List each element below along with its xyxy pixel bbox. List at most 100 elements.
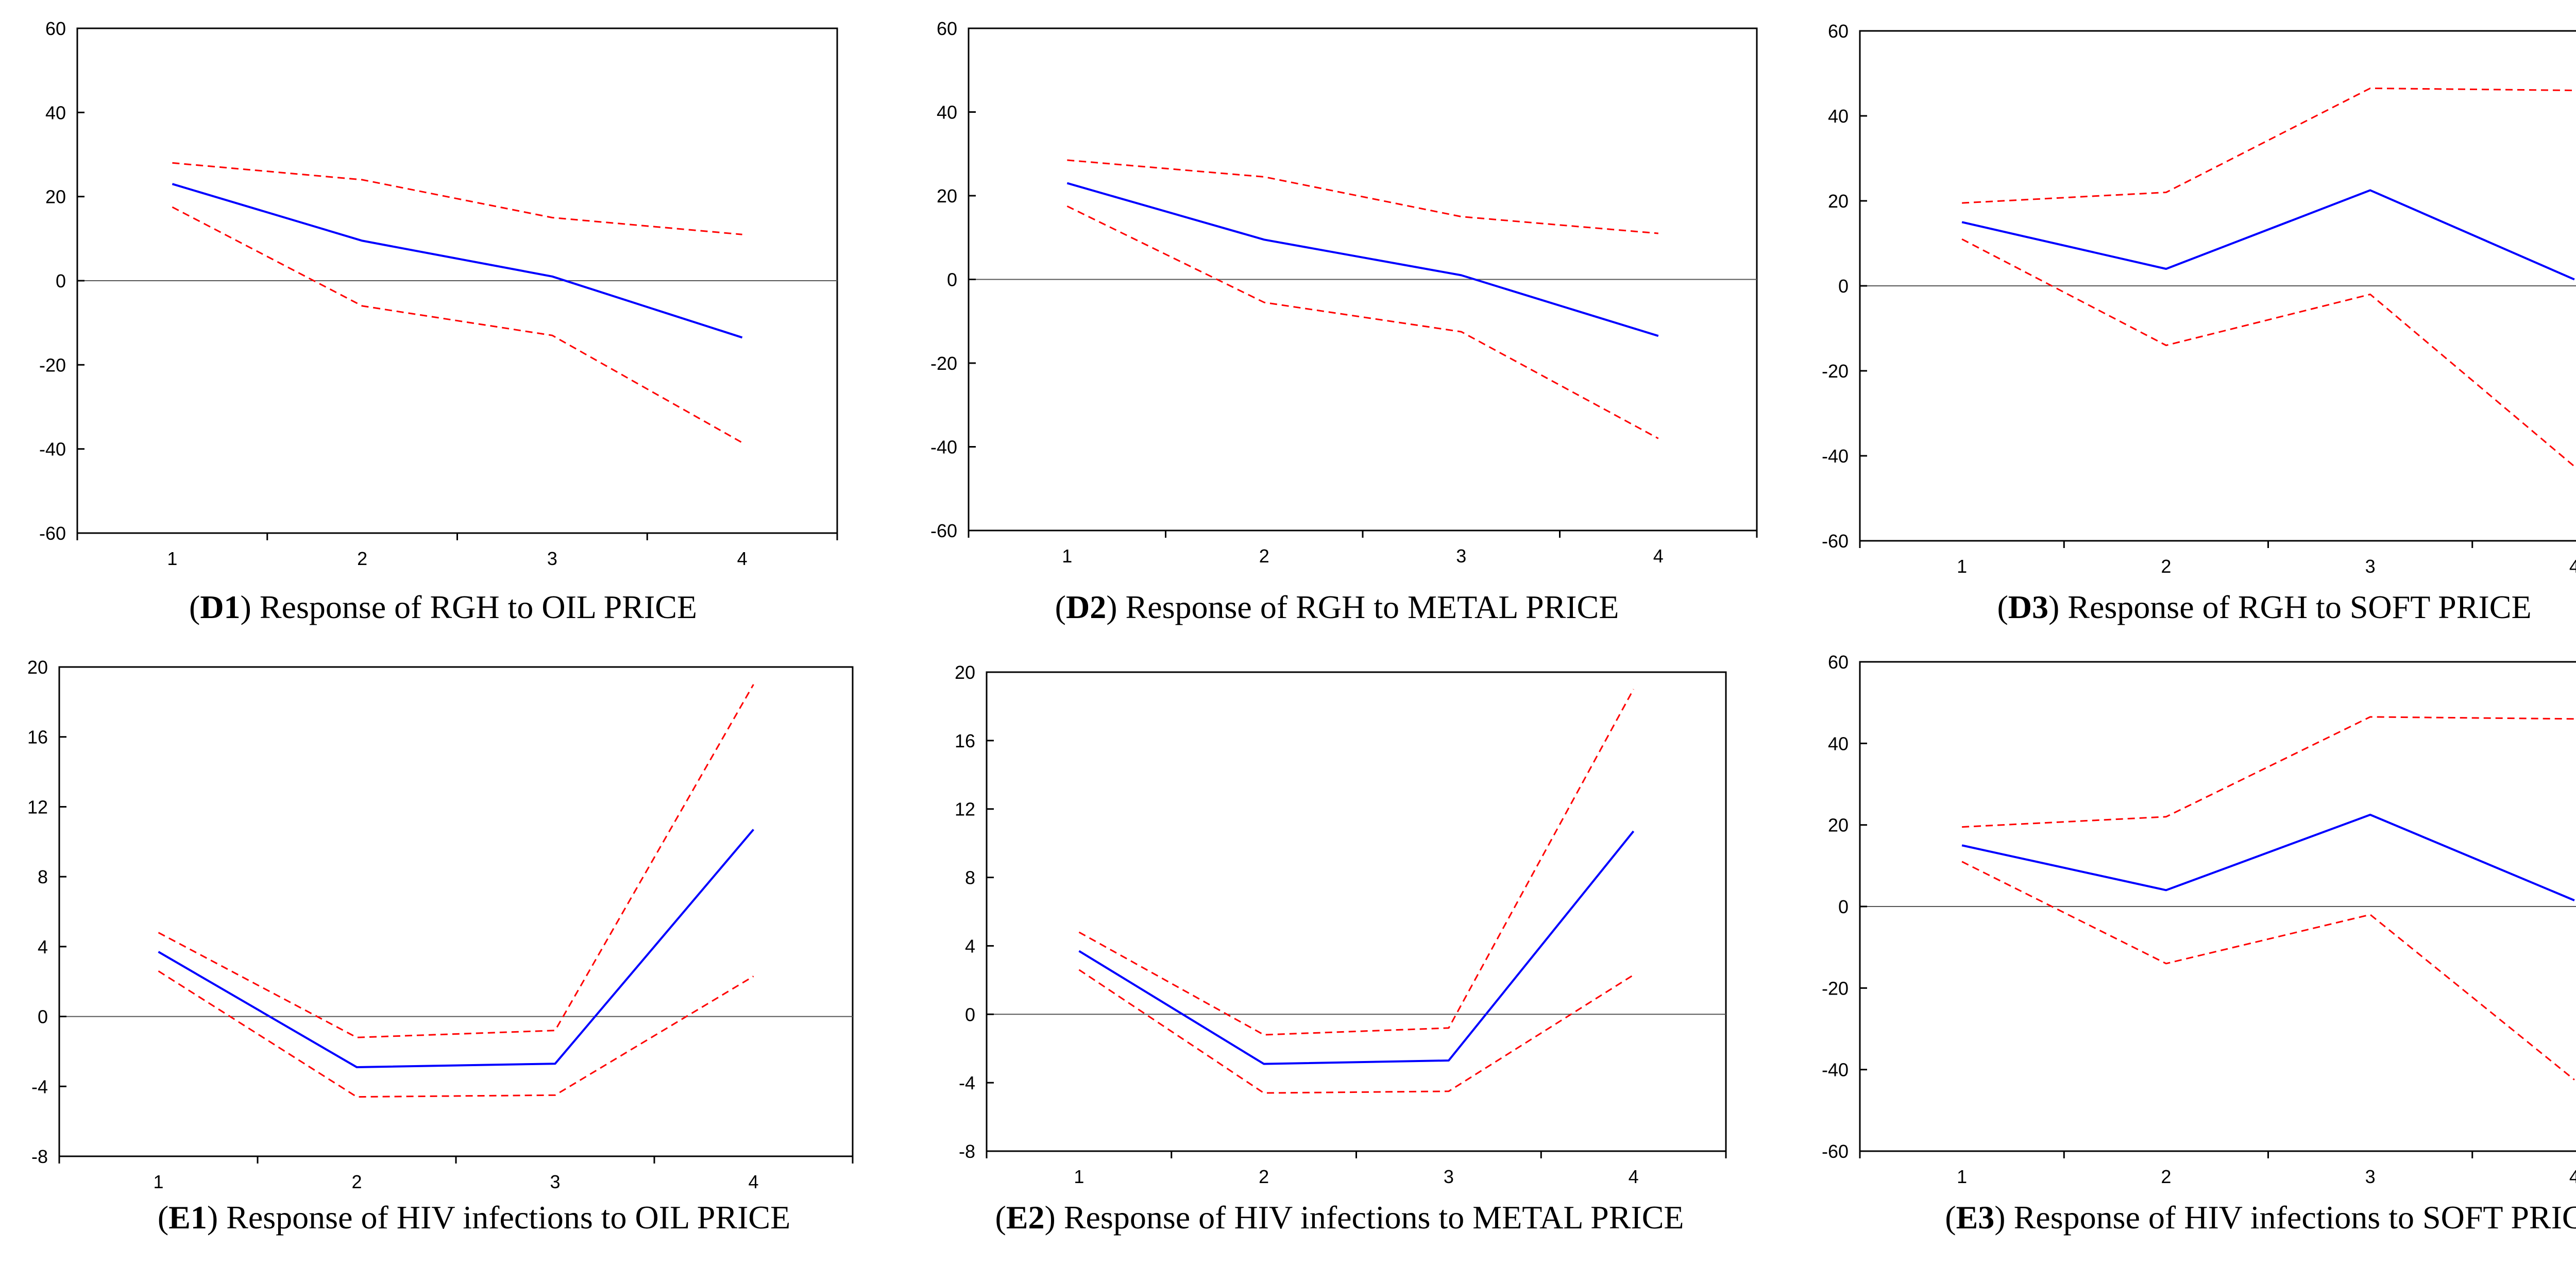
y-tick-label: 40 bbox=[937, 102, 957, 123]
lower-band-line bbox=[172, 206, 743, 443]
y-tick-label: -60 bbox=[930, 520, 957, 541]
response-line bbox=[1078, 830, 1635, 1065]
x-tick-label: 4 bbox=[2569, 556, 2576, 577]
upper-band-line bbox=[158, 684, 754, 1038]
y-tick-label: -4 bbox=[959, 1072, 975, 1093]
y-tick-label: 20 bbox=[27, 657, 48, 678]
y-tick-label: -20 bbox=[930, 353, 957, 374]
x-tick-label: 1 bbox=[1957, 556, 1967, 577]
panel-D3: -60 -40 -20 0 20 40 60 1 2 3 4 (D3) Response of RG… bbox=[1822, 21, 2576, 625]
x-tick-label: 2 bbox=[2161, 1166, 2171, 1187]
y-tick-label: 40 bbox=[45, 102, 66, 123]
caption-label: D2 bbox=[1066, 589, 1106, 625]
response-line bbox=[1066, 182, 1659, 337]
y-tick-label: 12 bbox=[27, 796, 48, 817]
y-tick-label: 20 bbox=[937, 185, 957, 207]
panel-D1: -60 -40 -20 0 20 40 60 1 2 3 4 (D1) Response of RG… bbox=[39, 18, 838, 625]
caption-title: Response of RGH to OIL PRICE bbox=[260, 589, 697, 625]
y-tick-label: 4 bbox=[965, 935, 975, 956]
y-tick-label: 20 bbox=[1828, 191, 1849, 212]
caption-title: Response of HIV infections to SOFT PRICE bbox=[2014, 1199, 2576, 1236]
x-tick-label: 3 bbox=[2365, 1166, 2376, 1187]
x-tick-label: 2 bbox=[357, 548, 367, 569]
response-line bbox=[1961, 813, 2575, 901]
x-tick-label: 4 bbox=[737, 548, 748, 569]
x-tick-label: 4 bbox=[2569, 1166, 2576, 1187]
y-tick-label: 16 bbox=[955, 730, 975, 751]
lower-band-line bbox=[1066, 205, 1659, 439]
x-tick-label: 4 bbox=[1653, 545, 1664, 567]
caption-label: D1 bbox=[200, 589, 240, 625]
upper-band-line bbox=[1962, 87, 2574, 204]
upper-band-line bbox=[1962, 716, 2574, 828]
x-tick-label: 2 bbox=[351, 1171, 362, 1192]
x-tick-label: 1 bbox=[1062, 545, 1072, 567]
caption-label: D3 bbox=[2008, 589, 2048, 625]
upper-band-line bbox=[1067, 159, 1658, 234]
x-tick-label: 1 bbox=[1074, 1166, 1084, 1187]
x-tick-label: 4 bbox=[1629, 1166, 1639, 1187]
y-tick-label: -40 bbox=[39, 439, 66, 460]
y-tick-label: -4 bbox=[31, 1076, 48, 1097]
y-tick-label: -40 bbox=[1822, 1059, 1849, 1081]
y-tick-label: 40 bbox=[1828, 733, 1849, 754]
y-tick-label: -60 bbox=[39, 523, 66, 544]
y-tick-label: -20 bbox=[39, 354, 66, 375]
y-tick-label: -8 bbox=[31, 1146, 48, 1167]
panel-D2: -60 -40 -20 0 20 40 60 1 2 3 4 (D2) Response of RG… bbox=[930, 18, 1758, 625]
panel-caption: (E2) Response of HIV infections to METAL… bbox=[995, 1199, 1684, 1236]
x-tick-label: 3 bbox=[2365, 556, 2376, 577]
panel-E3: -60 -40 -20 0 20 40 60 1 2 3 4 (E3) Response of HI… bbox=[1822, 652, 2576, 1236]
caption-label: E3 bbox=[1956, 1199, 1995, 1236]
y-tick-label: 8 bbox=[965, 867, 975, 888]
y-tick-label: 60 bbox=[1828, 21, 1849, 42]
x-tick-label: 2 bbox=[1259, 1166, 1269, 1187]
panel-caption: (E3) Response of HIV infections to SOFT … bbox=[1945, 1199, 2576, 1236]
x-tick-label: 2 bbox=[1259, 545, 1269, 567]
caption-title: Response of RGH to SOFT PRICE bbox=[2067, 589, 2531, 625]
y-tick-label: -40 bbox=[930, 437, 957, 458]
y-tick-label: 20 bbox=[955, 662, 975, 683]
y-tick-label: 20 bbox=[45, 186, 66, 208]
response-line bbox=[172, 183, 743, 339]
response-line bbox=[158, 829, 755, 1068]
y-tick-label: -60 bbox=[1822, 531, 1849, 552]
y-tick-label: 0 bbox=[947, 269, 957, 290]
x-tick-label: 3 bbox=[550, 1171, 560, 1192]
y-tick-label: 0 bbox=[56, 270, 66, 292]
lower-band-line bbox=[158, 970, 754, 1098]
y-tick-label: 0 bbox=[38, 1006, 48, 1028]
y-tick-label: 0 bbox=[965, 1004, 975, 1025]
x-tick-label: 3 bbox=[1444, 1166, 1454, 1187]
panel-caption: (D1) Response of RGH to OIL PRICE bbox=[189, 589, 697, 625]
panel-caption: (E1) Response of HIV infections to OIL P… bbox=[158, 1199, 790, 1236]
y-tick-label: 4 bbox=[38, 936, 48, 957]
lower-band-line bbox=[1961, 238, 2575, 467]
upper-band-line bbox=[172, 162, 742, 235]
x-tick-label: 3 bbox=[1456, 545, 1466, 567]
lower-band-line bbox=[1078, 969, 1634, 1094]
x-tick-label: 1 bbox=[167, 548, 177, 569]
y-tick-label: 40 bbox=[1828, 106, 1849, 127]
panel-caption: (D2) Response of RGH to METAL PRICE bbox=[1055, 589, 1619, 625]
y-tick-label: -8 bbox=[959, 1141, 975, 1162]
caption-label: E1 bbox=[168, 1199, 207, 1236]
caption-label: E2 bbox=[1006, 1199, 1045, 1236]
y-tick-label: 60 bbox=[45, 18, 66, 39]
y-tick-label: 60 bbox=[1828, 652, 1849, 673]
y-tick-label: 0 bbox=[1838, 276, 1849, 297]
y-tick-label: 8 bbox=[38, 866, 48, 887]
y-tick-label: -40 bbox=[1822, 446, 1849, 467]
x-tick-label: 1 bbox=[1957, 1166, 1967, 1187]
caption-title: Response of HIV infections to METAL PRIC… bbox=[1064, 1199, 1684, 1236]
y-tick-label: -20 bbox=[1822, 978, 1849, 999]
y-tick-label: -60 bbox=[1822, 1141, 1849, 1162]
caption-title: Response of RGH to METAL PRICE bbox=[1126, 589, 1619, 625]
response-line bbox=[1961, 189, 2575, 281]
x-tick-label: 4 bbox=[748, 1171, 758, 1192]
y-tick-label: 0 bbox=[1838, 896, 1849, 917]
